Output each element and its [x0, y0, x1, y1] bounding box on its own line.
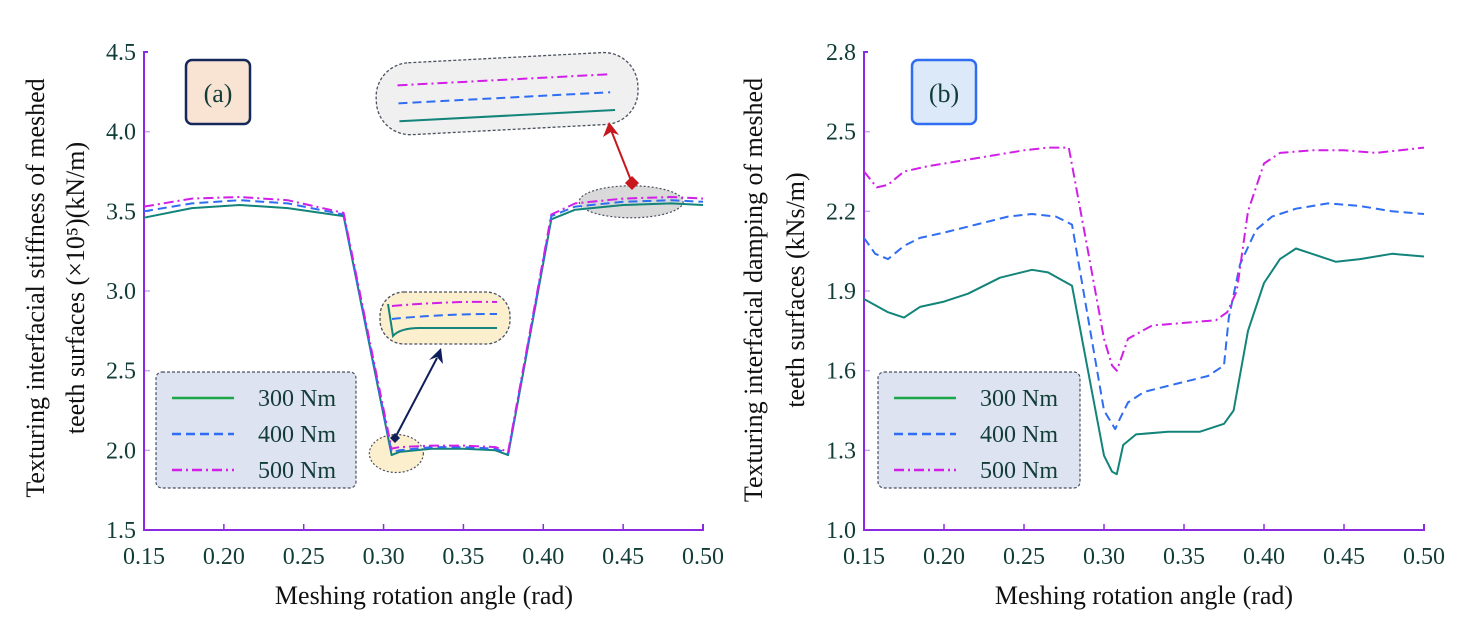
- series-line-500-nm: [863, 146, 1425, 372]
- x-tick-label: 0.15: [123, 544, 165, 570]
- navy-arrow-shaft: [394, 357, 438, 439]
- legend-label: 400 Nm: [258, 422, 336, 448]
- legend-item: 500 Nm: [894, 458, 1058, 484]
- x-tick-label: 0.20: [203, 544, 245, 570]
- x-tick-label: 0.40: [1243, 544, 1285, 570]
- legend-box: [155, 371, 357, 489]
- series-line-300-nm: [863, 247, 1425, 476]
- x-tick-label: 0.40: [522, 544, 564, 570]
- panel-a-annotations: [375, 51, 639, 443]
- y-tick-label: 3.5: [106, 199, 136, 225]
- panel-b-xlabel: Meshing rotation angle (rad): [995, 581, 1293, 610]
- panel-b-axes: [863, 51, 1425, 531]
- legend-label: 500 Nm: [258, 458, 336, 484]
- series-line-400-nm: [143, 199, 704, 455]
- zoom-inset-upper: [375, 51, 639, 136]
- panel-a-axis-lines: [143, 51, 704, 531]
- x-tick-label: 0.15: [843, 544, 885, 570]
- inset-line-400: [398, 91, 611, 105]
- legend-label: 500 Nm: [980, 458, 1058, 484]
- panel-a-ylabel-line1: Texturing interfacial stiffness of meshe…: [21, 78, 50, 497]
- panel-a-label-box: (a): [184, 58, 252, 126]
- y-tick-label: 2.5: [106, 359, 136, 385]
- series-line-400-nm: [863, 202, 1425, 431]
- x-tick-label: 0.20: [923, 544, 965, 570]
- red-arrow-shaft: [610, 129, 633, 184]
- inset-line-500: [397, 73, 610, 87]
- x-tick-label: 0.35: [1163, 544, 1205, 570]
- y-tick-label: 2.5: [826, 120, 856, 146]
- panel-a-axes: [143, 51, 704, 531]
- inset-line-400: [391, 313, 498, 320]
- panel-b-series: [863, 146, 1425, 476]
- x-tick-label: 0.50: [682, 544, 724, 570]
- legend-label: 300 Nm: [980, 386, 1058, 412]
- y-tick-label: 2.0: [106, 438, 136, 464]
- legend-item: 400 Nm: [172, 422, 336, 448]
- legend-item: 500 Nm: [172, 458, 336, 484]
- red-arrow-head: [603, 122, 619, 137]
- panel-b-y-ticks: 1.0 1.3 1.6 1.9 2.2 2.5 2.8: [826, 40, 870, 544]
- x-tick-label: 0.30: [1083, 544, 1125, 570]
- panel-b-ylabel-line1: Texturing interfacial damping of meshed: [739, 78, 768, 502]
- legend-label: 300 Nm: [258, 386, 336, 412]
- panel-a-y-axis-title: Texturing interfacial stiffness of meshe…: [21, 78, 90, 497]
- inset-line-300: [399, 109, 616, 123]
- navy-arrow-head: [429, 348, 443, 364]
- y-tick-label: 1.6: [826, 359, 856, 385]
- panel-b-label-box: (b): [910, 58, 978, 126]
- y-tick-label: 4.5: [106, 40, 136, 66]
- y-tick-label: 1.9: [826, 279, 856, 305]
- x-tick-label: 0.25: [1003, 544, 1045, 570]
- panel-a-label-bg: [184, 58, 252, 126]
- panel-a-series: [143, 196, 704, 457]
- legend-item: 400 Nm: [894, 422, 1058, 448]
- y-tick-label: 2.2: [826, 199, 856, 225]
- panel-a: Texturing interfacial stiffness of meshe…: [21, 40, 724, 610]
- zoom-inset-lower: [379, 291, 511, 345]
- navy-arrow-tail-diamond: [390, 433, 400, 443]
- y-tick-label: 3.0: [106, 279, 136, 305]
- x-tick-label: 0.25: [283, 544, 325, 570]
- x-tick-label: 0.30: [363, 544, 405, 570]
- y-tick-label: 1.3: [826, 438, 856, 464]
- legend-item: 300 Nm: [894, 386, 1058, 412]
- y-tick-label: 1.0: [826, 518, 856, 544]
- panel-a-xlabel: Meshing rotation angle (rad): [275, 581, 573, 610]
- series-line-500-nm: [143, 196, 704, 453]
- panel-a-legend: 300 Nm 400 Nm 500 Nm: [155, 371, 357, 489]
- panel-a-x-ticks: 0.15 0.20 0.25 0.30 0.35 0.40 0.45 0.50: [123, 524, 724, 570]
- legend-box: [877, 371, 1081, 489]
- panel-a-y-ticks: 1.5 2.0 2.5 3.0 3.5 4.0 4.5: [106, 40, 150, 544]
- panel-b-label-bg: [910, 58, 978, 126]
- panel-b: Texturing interfacial damping of meshed …: [739, 40, 1445, 610]
- inset-line-500: [391, 300, 498, 307]
- y-tick-label: 1.5: [106, 518, 136, 544]
- series-line-300-nm: [143, 202, 704, 457]
- panel-b-y-axis-title: Texturing interfacial damping of meshed …: [739, 78, 810, 502]
- inset-frame: [375, 51, 639, 136]
- red-arrow-tail-diamond: [625, 176, 639, 190]
- x-tick-label: 0.35: [442, 544, 484, 570]
- y-tick-label: 4.0: [106, 120, 136, 146]
- panel-b-axis-lines: [863, 51, 1425, 531]
- x-tick-label: 0.45: [1323, 544, 1365, 570]
- legend-item: 300 Nm: [172, 386, 336, 412]
- panel-b-label: (b): [929, 79, 959, 108]
- panel-a-ylabel-line2: teeth surfaces (×10⁵)(kN/m): [61, 142, 90, 434]
- panel-a-label: (a): [204, 79, 233, 108]
- panel-b-legend: 300 Nm 400 Nm 500 Nm: [877, 371, 1081, 489]
- x-tick-label: 0.50: [1403, 544, 1445, 570]
- y-tick-label: 2.8: [826, 40, 856, 66]
- inset-line-300: [387, 303, 497, 339]
- panel-b-x-ticks: 0.15 0.20 0.25 0.30 0.35 0.40 0.45 0.50: [843, 524, 1445, 570]
- legend-label: 400 Nm: [980, 422, 1058, 448]
- panel-b-ylabel-line2: teeth surfaces (kNs/m): [781, 172, 810, 407]
- x-tick-label: 0.45: [602, 544, 644, 570]
